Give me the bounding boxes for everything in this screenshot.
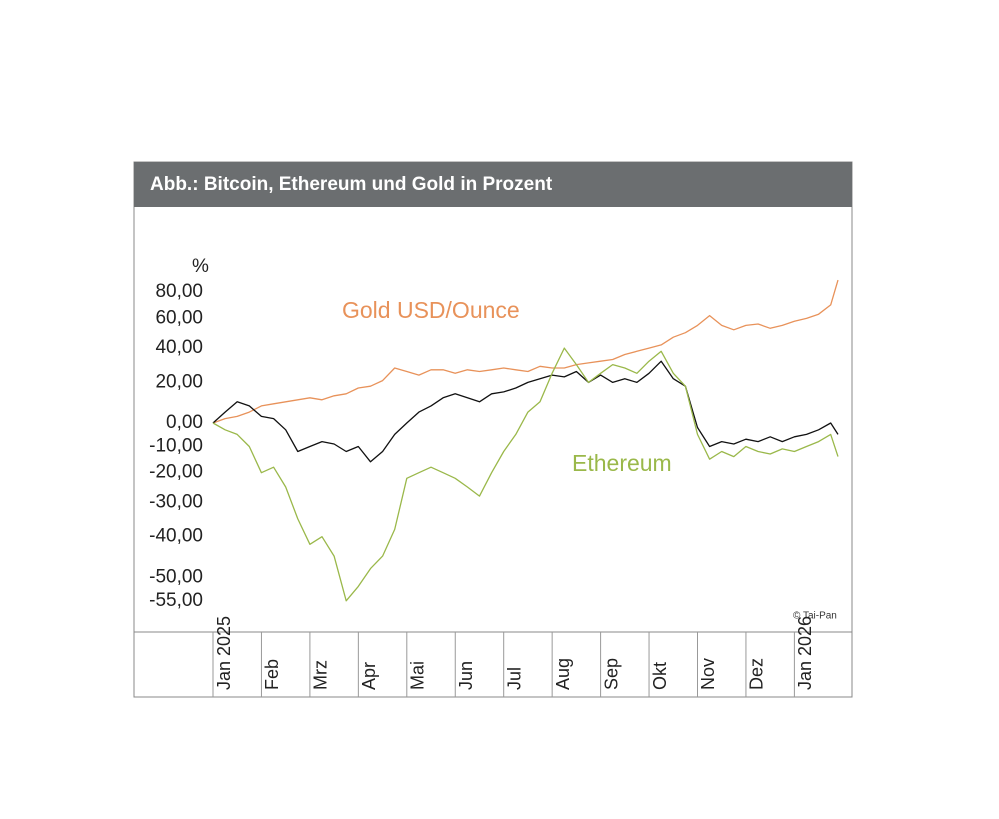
y-unit-label: % (192, 256, 209, 277)
x-tick-label: Mai (408, 661, 428, 690)
y-tick-label: -10,00 (149, 435, 203, 456)
chart-title: Abb.: Bitcoin, Ethereum und Gold in Proz… (150, 174, 553, 195)
y-tick-label: -30,00 (149, 491, 203, 512)
x-tick-label: Jun (456, 661, 476, 690)
x-tick-label: Nov (698, 658, 718, 690)
frame (133, 161, 853, 698)
x-tick-label: Jan 2025 (214, 616, 234, 690)
y-tick-label: 40,00 (155, 337, 203, 358)
x-tick-label: Jul (504, 667, 524, 690)
x-tick-label: Jan 2026 (795, 616, 815, 690)
annotation: Ethereum (572, 450, 672, 476)
data-line (212, 347, 839, 602)
data-line (212, 279, 839, 424)
x-tick-label: Feb (262, 659, 282, 690)
x-tick-label: Apr (359, 662, 379, 690)
y-tick-label: 60,00 (155, 307, 203, 328)
x-tick-label: Dez (747, 658, 767, 690)
y-tick-label: -55,00 (149, 590, 203, 611)
y-tick-label: 0,00 (166, 412, 203, 433)
header (134, 162, 852, 207)
y-tick-label: -20,00 (149, 462, 203, 483)
y-tick-label: 80,00 (155, 281, 203, 302)
y-tick-label: -50,00 (149, 566, 203, 587)
annotation: Gold USD/Ounce (342, 297, 520, 323)
x-tick-label: Mrz (311, 660, 331, 690)
x-tick-label: Aug (553, 658, 573, 690)
copyright: © Tai-Pan (793, 611, 837, 622)
y-tick-label: 20,00 (155, 371, 203, 392)
x-tick-label: Okt (650, 662, 670, 690)
y-tick-label: -40,00 (149, 526, 203, 547)
data-line (212, 360, 839, 463)
x-tick-label: Sep (601, 658, 621, 690)
